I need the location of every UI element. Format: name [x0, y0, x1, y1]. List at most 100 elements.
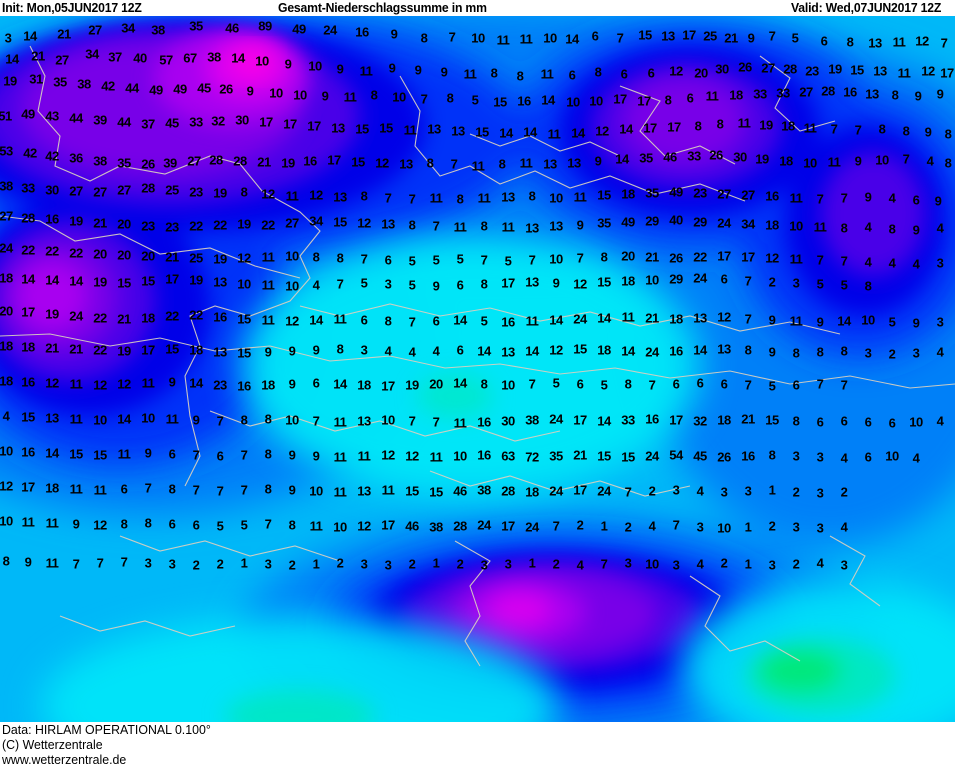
precipitation-map[interactable]: 3 14 21 27 34 38 35 46 89 49 24 16 9 8 7 10 11 11 10 14 6 7 15…	[0, 16, 955, 722]
grid-value-label: 3	[792, 448, 800, 464]
grid-value-label: 14	[45, 445, 59, 461]
grid-value-label: 7	[144, 480, 152, 496]
grid-value-label: 11	[429, 449, 443, 465]
grid-value-label: 4	[864, 219, 872, 235]
grid-value-label: 13	[501, 344, 515, 360]
grid-value-label: 8	[594, 64, 602, 80]
grid-value-label: 22	[69, 245, 83, 261]
grid-value-label: 3	[168, 556, 176, 572]
grid-value-label: 5	[408, 253, 416, 269]
grid-value-label: 7	[450, 156, 458, 172]
grid-value-label: 8	[120, 516, 128, 532]
grid-value-label: 46	[663, 149, 677, 165]
grid-value-label: 3	[672, 557, 680, 573]
grid-value-label: 3	[912, 345, 920, 361]
grid-value-label: 15	[597, 187, 611, 203]
grid-value-label: 38	[477, 482, 491, 498]
grid-value-label: 11	[621, 309, 635, 325]
grid-value-label: 4	[936, 344, 944, 360]
grid-value-label: 27	[187, 153, 201, 169]
grid-value-label: 11	[69, 376, 83, 392]
grid-value-label: 31	[29, 71, 43, 87]
grid-value-label: 12	[309, 187, 323, 203]
grid-value-label: 18	[597, 342, 611, 358]
grid-value-label: 21	[93, 215, 107, 231]
grid-value-label: 28	[783, 61, 797, 77]
grid-value-label: 9	[24, 554, 32, 570]
grid-value-label: 12	[549, 342, 563, 358]
grid-value-label: 13	[451, 123, 465, 139]
grid-value-label: 20	[141, 248, 155, 264]
grid-value-label: 15	[117, 275, 131, 291]
grid-value-label: 5	[432, 252, 440, 268]
grid-value-label: 15	[475, 124, 489, 140]
grid-value-label: 10	[392, 89, 406, 105]
grid-value-label: 13	[661, 28, 675, 44]
grid-value-label: 7	[192, 447, 200, 463]
grid-value-label: 19	[93, 274, 107, 290]
grid-value-label: 8	[902, 123, 910, 139]
grid-value-label: 15	[379, 120, 393, 136]
grid-value-label: 21	[724, 30, 738, 46]
grid-value-label: 30	[501, 413, 515, 429]
grid-value-label: 8	[360, 188, 368, 204]
grid-value-label: 32	[693, 413, 707, 429]
grid-value-label: 7	[576, 250, 584, 266]
grid-value-label: 5	[768, 378, 776, 394]
grid-value-label: 11	[333, 311, 347, 327]
grid-value-label: 18	[765, 217, 779, 233]
grid-value-label: 12	[0, 478, 13, 494]
grid-value-label: 3	[4, 30, 12, 46]
grid-value-label: 15	[429, 484, 443, 500]
grid-value-label: 72	[525, 449, 539, 465]
grid-value-label: 9	[321, 88, 329, 104]
grid-value-label: 16	[355, 24, 369, 40]
grid-value-label: 17	[573, 482, 587, 498]
grid-value-label: 8	[456, 191, 464, 207]
grid-value-label: 9	[912, 222, 920, 238]
grid-value-label: 15	[597, 274, 611, 290]
grid-value-label: 14	[597, 310, 611, 326]
grid-value-label: 10	[293, 87, 307, 103]
grid-value-label: 6	[720, 271, 728, 287]
grid-value-label: 11	[892, 34, 906, 50]
grid-value-label: 4	[912, 450, 920, 466]
grid-value-label: 20	[621, 248, 635, 264]
grid-value-label: 4	[888, 190, 896, 206]
grid-value-label: 3	[864, 345, 872, 361]
grid-value-label: 24	[693, 270, 707, 286]
grid-value-label: 9	[594, 153, 602, 169]
grid-value-label: 49	[21, 106, 35, 122]
grid-value-label: 35	[189, 18, 203, 34]
grid-value-label: 1	[744, 556, 752, 572]
grid-value-label: 17	[667, 119, 681, 135]
grid-value-label: 7	[448, 29, 456, 45]
grid-value-label: 21	[573, 447, 587, 463]
grid-value-label: 7	[240, 447, 248, 463]
grid-value-label: 11	[477, 190, 491, 206]
grid-value-label: 13	[865, 86, 879, 102]
grid-value-label: 16	[517, 93, 531, 109]
grid-value-label: 14	[571, 125, 585, 141]
grid-value-label: 17	[573, 412, 587, 428]
grid-value-label: 10	[237, 276, 251, 292]
grid-value-label: 6	[456, 277, 464, 293]
grid-value-label: 46	[453, 483, 467, 499]
grid-value-label: 15	[765, 412, 779, 428]
grid-value-label: 11	[333, 414, 347, 430]
grid-value-label: 19	[45, 306, 59, 322]
grid-value-label: 24	[477, 517, 491, 533]
grid-value-label: 22	[189, 218, 203, 234]
grid-value-label: 14	[23, 28, 37, 44]
grid-value-label: 5	[216, 518, 224, 534]
grid-value-label: 13	[357, 483, 371, 499]
grid-value-label: 43	[45, 108, 59, 124]
grid-value-label: 7	[840, 377, 848, 393]
grid-value-label: 12	[261, 186, 275, 202]
website-link[interactable]: www.wetterzentrale.de	[2, 752, 127, 767]
grid-value-label: 10	[789, 218, 803, 234]
grid-value-label: 28	[453, 518, 467, 534]
grid-value-label: 19	[69, 213, 83, 229]
grid-value-label: 15	[333, 214, 347, 230]
grid-value-label: 42	[45, 148, 59, 164]
